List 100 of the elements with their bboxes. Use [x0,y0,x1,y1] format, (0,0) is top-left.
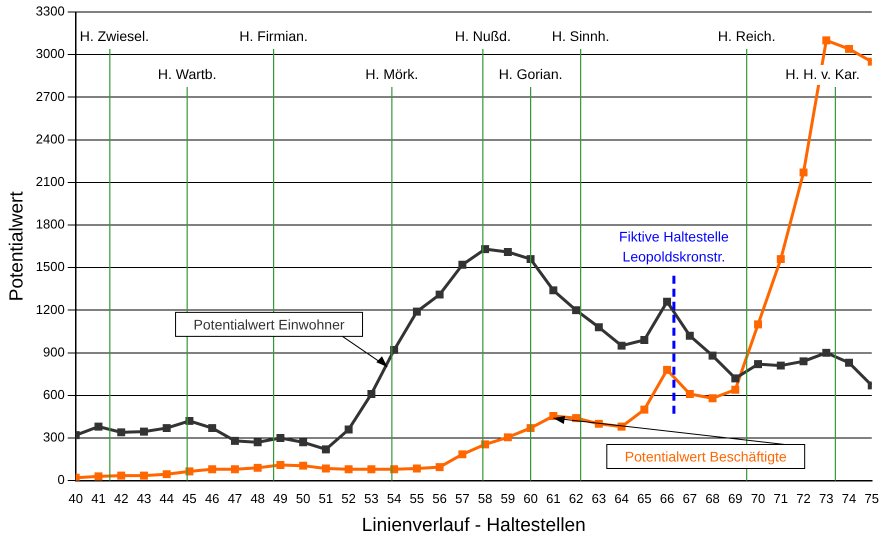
x-tick-label: 47 [228,490,242,506]
point [458,450,466,458]
ref-line-label: H. Firmian. [239,28,308,44]
ref-line-label: H. Wartb. [158,66,216,82]
point [640,406,648,414]
x-tick-label: 68 [705,490,720,506]
point [549,412,558,420]
ref-line-label: H. Mörk. [365,66,418,82]
point [299,438,308,446]
x-tick-label: 57 [455,490,470,506]
point [94,422,102,431]
point [412,308,421,316]
point [572,306,580,314]
point [436,290,444,299]
x-tick-label: 67 [682,490,698,506]
x-tick-label: 51 [318,490,334,506]
x-tick-label: 74 [842,490,856,506]
ref-line-label: H. Gorian. [498,66,563,82]
point [162,470,171,478]
point [663,298,672,306]
x-tick-label: 71 [774,490,788,506]
point [686,332,694,340]
x-tick-label: 66 [660,490,674,506]
y-tick-label: 1500 [36,259,65,274]
point [344,426,353,434]
y-tick-label: 1200 [36,302,65,317]
x-tick-label: 60 [523,490,538,506]
point [731,386,740,394]
point [800,168,808,176]
point [344,465,353,474]
point [686,390,694,398]
ref-line-label: H. Sinnh. [552,28,610,44]
y-tick-label: 600 [43,386,65,402]
y-tick-label: 300 [43,430,65,445]
x-tick-label: 46 [204,490,220,506]
point [708,394,717,402]
x-axis-title: Linienverlauf - Haltestellen [362,514,586,536]
point [208,465,216,474]
point [640,336,648,344]
series-label: Potentialwert Beschäftigte [624,448,787,464]
point [208,424,216,432]
x-tick-label: 53 [364,490,379,506]
point [754,320,762,328]
point [800,357,808,366]
point [845,44,853,53]
x-tick-label: 50 [296,490,310,506]
point [117,428,126,436]
y-tick-label: 900 [43,344,65,360]
x-tick-label: 69 [728,490,743,506]
x-tick-label: 52 [341,490,356,506]
x-tick-label: 72 [796,490,811,506]
ref-line-label: H. Reich. [718,28,776,44]
x-tick-label: 61 [546,490,561,506]
point [299,462,308,470]
y-tick-label: 3300 [36,4,65,19]
x-tick-label: 58 [478,490,492,506]
point [754,360,762,368]
ref-line-label: H. Zwiesel. [80,28,149,44]
point [708,352,717,360]
x-tick-label: 75 [864,490,880,506]
point [504,248,512,256]
point [731,374,740,382]
point [322,445,330,454]
y-tick-label: 2700 [36,88,65,104]
point [594,323,603,332]
point [549,286,558,294]
point [776,255,785,264]
point [436,463,444,472]
point [94,472,102,480]
point [845,358,853,367]
point [663,366,672,374]
x-tick-label: 65 [637,490,652,506]
x-tick-label: 54 [386,490,402,506]
y-tick-label: 3000 [36,46,65,62]
y-axis-title: Potentialwert [6,190,28,302]
y-tick-label: 1800 [36,216,65,232]
text: Potentialwert Einwohner [194,316,345,332]
point [117,472,126,480]
x-tick-label: 73 [819,490,834,506]
point [572,414,580,422]
y-tick-label: 2400 [36,131,65,146]
point [618,342,626,350]
x-tick-label: 55 [410,490,424,506]
point [504,433,512,442]
point [276,461,284,469]
point [230,465,239,474]
point [367,390,376,398]
point [254,464,262,472]
y-tick-label: 2100 [36,174,65,189]
x-tick-label: 70 [750,490,766,506]
point [140,472,148,480]
point [822,36,830,44]
point [822,348,830,357]
point [776,362,785,370]
point [162,424,171,432]
point [276,434,284,442]
point [458,260,466,269]
point [230,436,239,445]
x-tick-label: 49 [273,490,288,506]
point [367,465,376,474]
